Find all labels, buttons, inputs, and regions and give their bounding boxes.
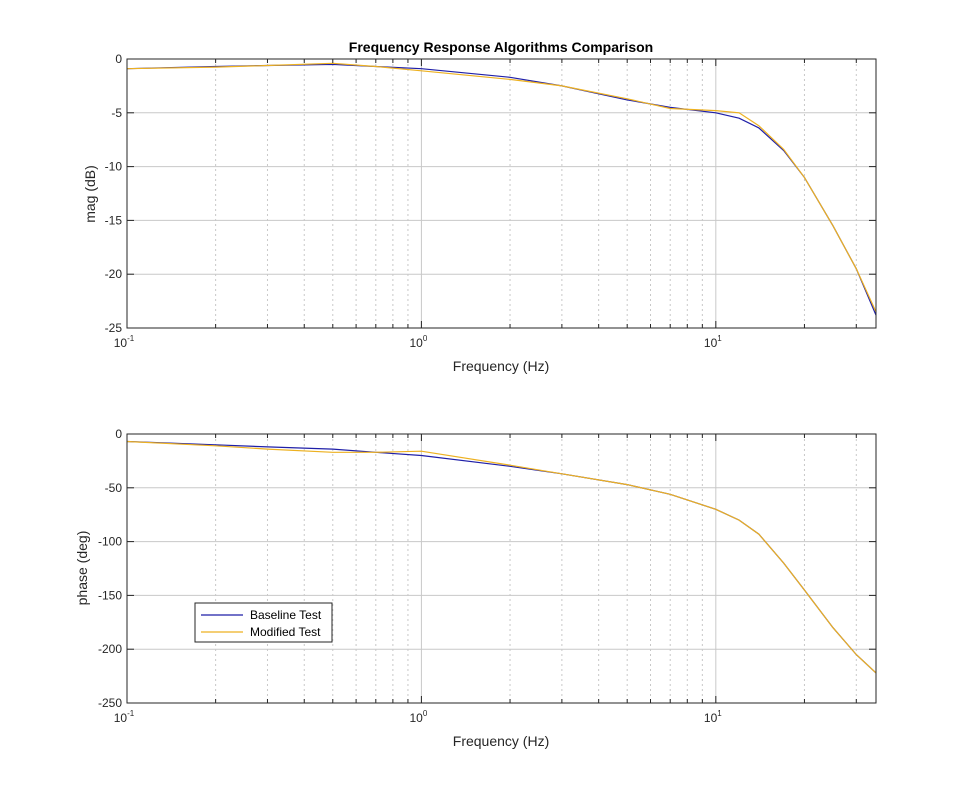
- y-tick-label: -5: [111, 106, 122, 120]
- y-tick-label: -10: [105, 160, 123, 174]
- magnitude-ticks: [126, 58, 876, 329]
- y-tick-label: 0: [115, 427, 122, 441]
- y-tick-label: 0: [115, 52, 122, 66]
- phase-xtick-labels: 10-1 100 101: [114, 709, 723, 725]
- chart-title: Frequency Response Algorithms Comparison: [349, 39, 653, 55]
- legend-label-modified: Modified Test: [250, 625, 321, 639]
- x-tick-label: 101: [704, 709, 722, 725]
- y-tick-label: -100: [98, 535, 122, 549]
- y-tick-label: -150: [98, 588, 122, 602]
- magnitude-axes: 10-1 100 101 0 -5 -10 -15 -20 -25 Frequency Res…: [82, 39, 877, 374]
- series-line-modified: [126, 440, 877, 674]
- magnitude-grid: [127, 59, 876, 328]
- x-tick-label: 100: [410, 334, 428, 350]
- magnitude-ytick-labels: 0 -5 -10 -15 -20 -25: [105, 52, 123, 335]
- y-tick-label: -250: [98, 696, 122, 710]
- magnitude-axes-box: [126, 58, 877, 329]
- phase-grid: [127, 434, 876, 703]
- x-tick-label: 100: [410, 709, 428, 725]
- phase-xlabel: Frequency (Hz): [453, 733, 549, 749]
- legend-label-baseline: Baseline Test: [250, 608, 322, 622]
- series-line-modified: [126, 62, 877, 313]
- x-tick-label: 10-1: [114, 709, 135, 725]
- y-tick-label: -15: [105, 213, 123, 227]
- y-tick-label: -20: [105, 267, 123, 281]
- y-tick-label: -200: [98, 642, 122, 656]
- x-tick-label: 10-1: [114, 334, 135, 350]
- phase-ticks: [126, 433, 876, 704]
- phase-lines: [126, 440, 877, 674]
- y-tick-label: -25: [105, 321, 123, 335]
- phase-ytick-labels: 0 -50 -100 -150 -200 -250: [98, 427, 122, 710]
- y-tick-label: -50: [105, 481, 123, 495]
- phase-ylabel: phase (deg): [74, 531, 90, 606]
- x-tick-label: 101: [704, 334, 722, 350]
- phase-axes-box: [126, 433, 877, 704]
- magnitude-xtick-labels: 10-1 100 101: [114, 334, 723, 350]
- legend: Baseline Test Modified Test: [194, 602, 333, 643]
- legend-box: [194, 602, 333, 643]
- phase-axes: 10-1 100 101 0 -50 -100 -150 -200 -250 Frequenc…: [74, 427, 877, 749]
- magnitude-lines: [126, 62, 877, 316]
- magnitude-ylabel: mag (dB): [82, 165, 98, 223]
- magnitude-xlabel: Frequency (Hz): [453, 358, 549, 374]
